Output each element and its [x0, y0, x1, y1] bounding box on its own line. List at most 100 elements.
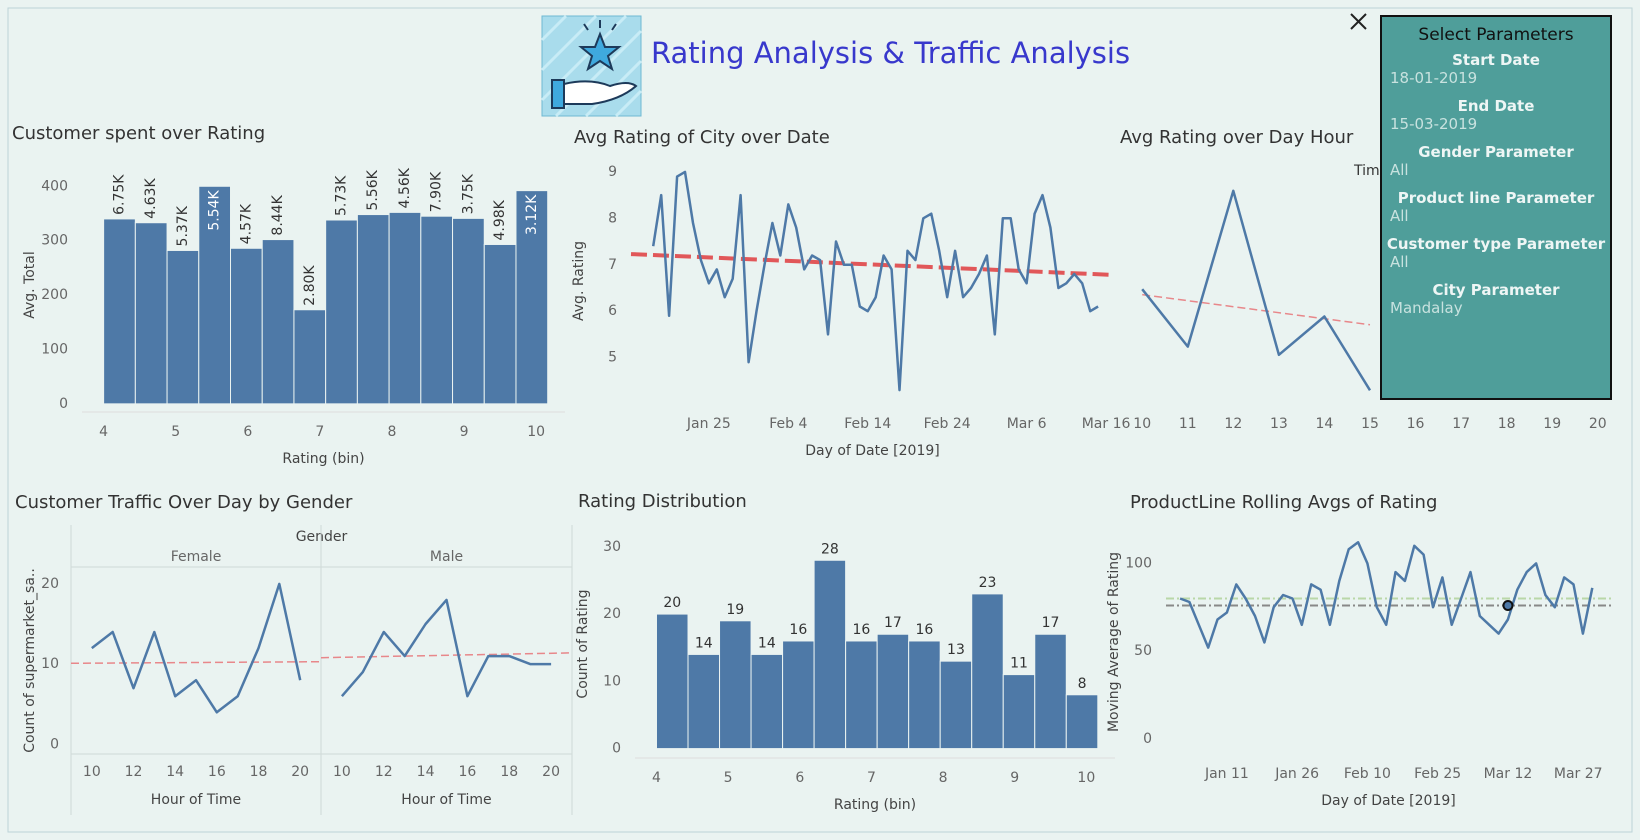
- x-tick-label: 9: [460, 424, 469, 440]
- bar: [971, 593, 1004, 750]
- bar-label: 2.80K: [302, 265, 318, 306]
- bar: [655, 613, 689, 750]
- bar: [515, 190, 549, 405]
- parameter-value[interactable]: 15-03-2019: [1390, 115, 1478, 133]
- facet-title: Gender: [296, 529, 348, 545]
- x-tick-label: 12: [1224, 416, 1242, 432]
- x-tick-label: 7: [315, 424, 324, 440]
- bar-label: 4.63K: [143, 178, 159, 219]
- y-tick-label: 50: [1134, 643, 1152, 659]
- x-tick-label: 15: [1361, 416, 1379, 432]
- x-tick-label: 4: [652, 770, 661, 786]
- y-tick-label: 20: [41, 576, 59, 592]
- bar: [750, 653, 784, 750]
- data-label: 8: [1078, 676, 1087, 692]
- data-label: 17: [1042, 615, 1060, 631]
- x-axis-title: Day of Date [2019]: [805, 443, 940, 459]
- trend-line: [630, 252, 1115, 277]
- trend-line: [70, 660, 322, 665]
- x-tick-label: Jan 25: [686, 416, 731, 432]
- bar: [687, 653, 721, 750]
- x-tick-label: Feb 25: [1414, 766, 1461, 782]
- bar: [166, 249, 200, 405]
- data-label: 14: [758, 635, 776, 651]
- bar: [198, 185, 232, 405]
- x-tick-label: 4: [99, 424, 108, 440]
- legend-title: Tim: [1353, 163, 1380, 179]
- bar: [452, 217, 485, 405]
- parameter-label: City Parameter: [1432, 281, 1560, 299]
- y-tick-label: 7: [608, 257, 617, 273]
- x-tick-label: 5: [171, 424, 180, 440]
- data-label: 13: [947, 642, 965, 658]
- facet-header: Male: [430, 549, 463, 565]
- y-tick-label: 20: [603, 606, 621, 622]
- parameter-value[interactable]: All: [1390, 161, 1409, 179]
- x-tick-label: 9: [1010, 770, 1019, 786]
- data-label: 16: [916, 622, 934, 638]
- x-tick-label: 20: [1589, 416, 1607, 432]
- bar: [1002, 674, 1036, 750]
- x-tick-label: 10: [527, 424, 545, 440]
- chart-title: Avg Rating of City over Date: [574, 127, 830, 148]
- data-label: 19: [726, 602, 744, 618]
- y-axis-title: Count of Rating: [575, 589, 591, 698]
- parameters-panel: Select Parameters Start Date 18-01-2019 En…: [1380, 15, 1612, 400]
- bar: [845, 640, 878, 750]
- dashboard-title: Rating Analysis & Traffic Analysis: [651, 36, 1130, 70]
- x-tick-label: 16: [459, 764, 477, 780]
- data-label: 16: [852, 622, 870, 638]
- x-tick-label: 16: [1407, 416, 1425, 432]
- bar: [483, 243, 517, 405]
- x-tick-label: 13: [1270, 416, 1288, 432]
- x-axis-title: Day of Date [2019]: [1321, 793, 1456, 809]
- parameter-value[interactable]: All: [1390, 253, 1409, 271]
- y-axis-title: Count of supermarket_sa..: [22, 568, 38, 753]
- chart-title: Customer Traffic Over Day by Gender: [15, 492, 353, 513]
- parameter-value[interactable]: Mandalay: [1390, 299, 1463, 317]
- y-axis-title: Moving Average of Rating: [1106, 552, 1122, 732]
- bar: [1065, 694, 1099, 750]
- parameter-label: Product line Parameter: [1397, 189, 1595, 207]
- parameter-label: End Date: [1457, 97, 1535, 115]
- x-tick-label: 18: [500, 764, 518, 780]
- parameter-label: Customer type Parameter: [1386, 235, 1606, 253]
- bar-label: 5.73K: [334, 175, 350, 216]
- data-label: 17: [884, 615, 902, 631]
- x-tick-label: 14: [166, 764, 184, 780]
- x-tick-label: Jan 26: [1274, 766, 1319, 782]
- bar: [1034, 633, 1067, 750]
- bar: [356, 214, 390, 405]
- x-tick-label: Feb 10: [1344, 766, 1391, 782]
- y-tick-label: 30: [603, 539, 621, 555]
- parameter-value[interactable]: 18-01-2019: [1390, 69, 1478, 87]
- data-label: 11: [1010, 656, 1028, 672]
- x-tick-label: 14: [417, 764, 435, 780]
- bar: [908, 640, 941, 750]
- bar-label: 6.75K: [111, 174, 127, 215]
- line: [651, 170, 1099, 392]
- x-tick-label: 10: [83, 764, 101, 780]
- x-tick-label: 12: [375, 764, 393, 780]
- trend-line: [320, 652, 573, 659]
- y-tick-label: 0: [50, 736, 59, 752]
- bar: [325, 219, 358, 405]
- chart-title: Customer spent over Rating: [12, 123, 265, 144]
- bar: [420, 215, 454, 405]
- x-tick-label: Feb 4: [769, 416, 807, 432]
- parameter-value[interactable]: All: [1390, 207, 1409, 225]
- bar: [939, 660, 973, 750]
- data-label: 14: [695, 635, 713, 651]
- bar: [261, 239, 295, 405]
- data-label: 28: [821, 541, 839, 557]
- bar: [876, 633, 910, 750]
- header-icon: [540, 14, 643, 118]
- bar: [388, 211, 422, 405]
- y-tick-label: 10: [603, 673, 621, 689]
- y-tick-label: 9: [608, 164, 617, 180]
- close-button[interactable]: [1350, 13, 1367, 30]
- parameter-label: Gender Parameter: [1418, 143, 1574, 161]
- x-tick-label: Mar 27: [1554, 766, 1603, 782]
- data-label: 16: [789, 622, 807, 638]
- x-axis-title: Hour of Time: [151, 792, 241, 808]
